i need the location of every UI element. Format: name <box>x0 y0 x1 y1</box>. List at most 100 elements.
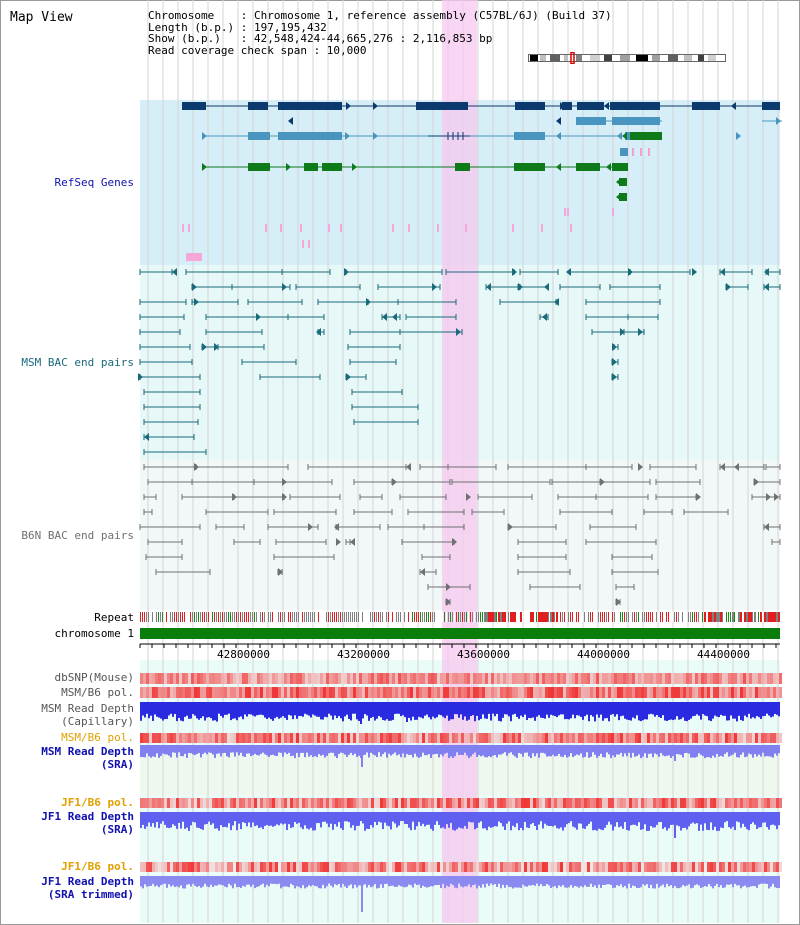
track-label-jf1-b6-pol[interactable]: JF1/B6 pol. <box>61 796 134 809</box>
repeat-mark <box>606 612 607 622</box>
polymorphism-heat <box>149 673 152 684</box>
polymorphism-heat <box>770 673 773 684</box>
read-depth-bar <box>572 745 574 758</box>
read-depth-bar <box>312 702 314 715</box>
track-label-repeat[interactable]: Repeat <box>94 611 134 624</box>
track-label-jf1-b6-pol-2[interactable]: JF1/B6 pol. <box>61 860 134 873</box>
polymorphism-heat <box>446 687 449 698</box>
strand-arrow <box>446 598 451 606</box>
read-depth-bar <box>602 876 604 885</box>
polymorphism-heat <box>530 687 533 698</box>
read-depth-bar <box>208 745 210 753</box>
polymorphism-heat <box>383 862 386 872</box>
repeat-mark <box>262 612 263 622</box>
read-depth-bar <box>434 812 436 825</box>
strand-arrow <box>766 493 771 501</box>
read-depth-bar <box>348 812 350 823</box>
read-depth-bar <box>514 702 516 714</box>
read-depth-bar <box>778 702 780 717</box>
polymorphism-heat <box>767 733 770 743</box>
polymorphism-heat <box>473 687 476 698</box>
polymorphism-heat <box>467 862 470 872</box>
track-label-msm-b6-pol[interactable]: MSM/B6 pol. <box>61 686 134 699</box>
polymorphism-heat <box>278 798 281 808</box>
polymorphism-heat <box>176 862 179 872</box>
polymorphism-heat <box>638 798 641 808</box>
strand-arrow <box>604 102 609 110</box>
polymorphism-heat <box>407 687 410 698</box>
polymorphism-heat <box>245 798 248 808</box>
track-label-chromosome[interactable]: chromosome 1 <box>54 627 134 640</box>
read-depth-bar <box>164 876 166 884</box>
read-depth-bar <box>646 745 648 758</box>
repeat-mark <box>220 612 221 622</box>
repeat-mark <box>602 612 603 622</box>
track-label-b6n-bac[interactable]: B6N BAC end pairs <box>21 529 134 542</box>
polymorphism-heat <box>311 733 314 743</box>
polymorphism-heat <box>668 733 671 743</box>
polymorphism-heat <box>347 673 350 684</box>
polymorphism-heat <box>401 687 404 698</box>
read-depth-bar <box>442 745 444 757</box>
track-label-jf1-depth-trim[interactable]: JF1 Read Depth (SRA trimmed) <box>0 875 134 901</box>
read-depth-bar <box>526 745 528 753</box>
read-depth-bar <box>756 745 758 757</box>
read-depth-bar <box>220 745 222 757</box>
read-depth-bar <box>640 745 642 759</box>
read-depth-bar <box>282 745 284 757</box>
track-label-jf1-depth-sra[interactable]: JF1 Read Depth (SRA) <box>0 810 134 836</box>
repeat-mark <box>432 612 433 622</box>
read-depth-bar <box>468 702 470 720</box>
polymorphism-heat <box>764 798 767 808</box>
read-depth-bar <box>770 702 772 718</box>
strand-arrow <box>556 132 561 140</box>
polymorphism-heat <box>419 687 422 698</box>
polymorphism-heat <box>359 733 362 743</box>
track-label-msm-depth-cap[interactable]: MSM Read Depth (Capillary) <box>0 702 134 728</box>
polymorphism-heat <box>143 733 146 743</box>
repeat-mark <box>442 612 443 622</box>
read-depth-bar <box>264 745 266 755</box>
read-depth-bar <box>740 702 742 721</box>
polymorphism-heat <box>215 798 218 808</box>
polymorphism-heat <box>683 862 686 872</box>
gene-exon-pink <box>640 148 642 156</box>
polymorphism-heat <box>719 687 722 698</box>
repeat-mark <box>774 612 776 622</box>
read-depth-bar <box>546 745 548 757</box>
track-label-msm-depth-sra[interactable]: MSM Read Depth (SRA) <box>0 745 134 771</box>
gene-exon <box>610 102 660 110</box>
polymorphism-heat <box>632 733 635 743</box>
read-depth-bar <box>682 702 684 718</box>
track-label-dbsnp[interactable]: dbSNP(Mouse) <box>54 671 134 684</box>
read-depth-bar <box>652 876 654 889</box>
track-label-refseq[interactable]: RefSeq Genes <box>54 176 134 189</box>
read-depth-bar <box>508 876 510 887</box>
track-label-msm-b6-pol-2[interactable]: MSM/B6 pol. <box>61 731 134 744</box>
read-depth-bar <box>512 876 514 889</box>
read-depth-bar <box>164 702 166 720</box>
read-depth-bar <box>260 812 262 828</box>
track-label-msm-bac[interactable]: MSM BAC end pairs <box>21 356 134 369</box>
chromosome-ideogram[interactable] <box>528 52 728 64</box>
read-depth-bar <box>768 745 770 757</box>
read-depth-bar <box>204 876 206 884</box>
read-depth-bar <box>752 876 754 887</box>
polymorphism-heat <box>461 673 464 684</box>
read-depth-bar <box>144 702 146 718</box>
polymorphism-heat <box>512 673 515 684</box>
polymorphism-heat <box>176 687 179 698</box>
repeat-mark <box>706 612 707 622</box>
read-depth-bar <box>244 812 246 824</box>
read-depth-bar <box>238 702 240 718</box>
polymorphism-heat <box>302 733 305 743</box>
read-depth-bar <box>500 702 502 722</box>
polymorphism-heat <box>503 673 506 684</box>
read-depth-bar <box>370 876 372 888</box>
repeat-mark <box>376 612 377 622</box>
read-depth-bar <box>148 745 150 757</box>
read-depth-bar <box>652 745 654 758</box>
polymorphism-heat <box>161 798 164 808</box>
polymorphism-heat <box>410 798 413 808</box>
